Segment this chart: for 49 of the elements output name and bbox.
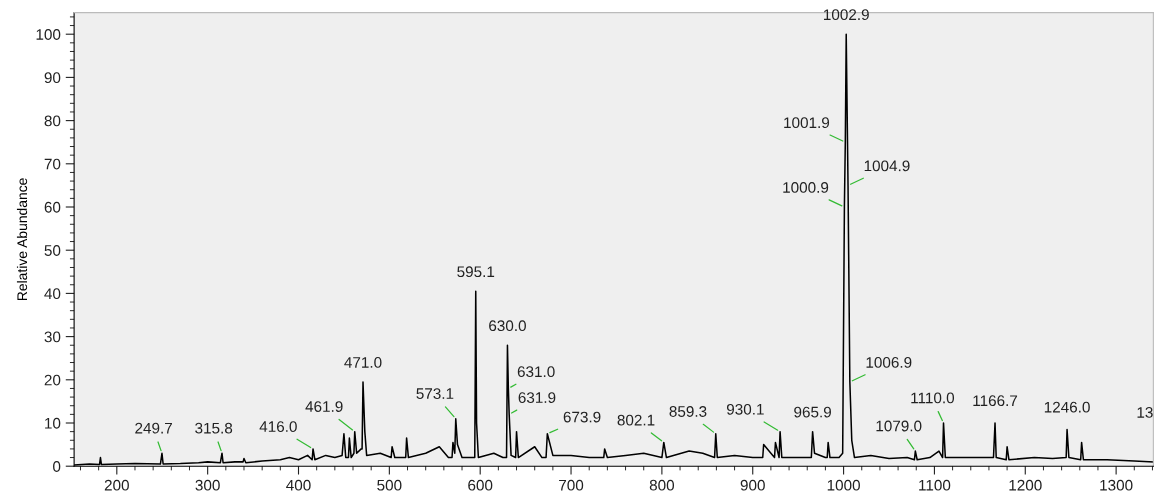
annotation: 1079.0 (876, 420, 922, 432)
annotation: 1002.9 (824, 9, 869, 21)
y-tick-label: 60 (44, 201, 61, 213)
annotation: 249.7 (135, 422, 172, 434)
y-tick-label: 10 (45, 417, 61, 429)
annotation: 573.1 (416, 388, 454, 399)
annotation: 631.0 (517, 366, 555, 378)
y-tick-label: 30 (44, 331, 61, 343)
x-tick-label: 1000 (827, 479, 860, 491)
x-tick-label: 500 (377, 479, 402, 491)
y-tick-label: 90 (44, 72, 61, 84)
x-tick-label: 900 (740, 479, 765, 491)
x-tick-label: 1300 (1100, 479, 1133, 491)
y-tick-label: 70 (44, 158, 61, 170)
y-axis-title: Relative Abundance (16, 178, 28, 301)
annotation: 461.9 (305, 401, 343, 412)
annotation: 1110.0 (911, 392, 955, 404)
x-tick-label: 800 (649, 479, 675, 491)
annotation: 595.1 (457, 266, 495, 278)
x-tick-label: 400 (286, 479, 311, 491)
annotation: 1246.0 (1044, 401, 1090, 413)
annotation: 859.3 (669, 406, 707, 417)
annotation: 1004.9 (864, 160, 910, 172)
annotation: 673.9 (563, 411, 601, 423)
y-tick-label: 50 (44, 245, 61, 256)
y-tick-label: 20 (44, 374, 61, 386)
annotation: 1166.7 (973, 395, 1018, 407)
annotation: 416.0 (259, 421, 297, 433)
x-tick-label: 200 (104, 479, 129, 491)
y-tick-label: 100 (36, 29, 61, 40)
x-tick-label: 1100 (919, 479, 951, 491)
annotation: 965.9 (794, 406, 831, 418)
y-tick-label: 80 (44, 115, 61, 127)
y-tick-label: 0 (53, 461, 61, 472)
x-tick-label: 600 (468, 479, 493, 491)
annotation: 930.1 (726, 403, 764, 415)
annotation: 1000.9 (783, 182, 829, 193)
x-tick-label: 1200 (1009, 479, 1042, 491)
annotation: 630.0 (489, 320, 526, 332)
annotation: 471.0 (344, 357, 382, 368)
annotation: 631.9 (518, 392, 556, 404)
y-tick-label: 40 (44, 288, 61, 300)
annotation: 315.8 (195, 422, 233, 434)
annotation: 13 (1137, 407, 1153, 418)
x-tick-label: 300 (195, 479, 220, 491)
annotation: 802.1 (617, 414, 655, 426)
annotation: 1006.9 (866, 357, 912, 368)
annotation: 1001.9 (784, 117, 830, 129)
x-tick-label: 700 (559, 479, 584, 491)
